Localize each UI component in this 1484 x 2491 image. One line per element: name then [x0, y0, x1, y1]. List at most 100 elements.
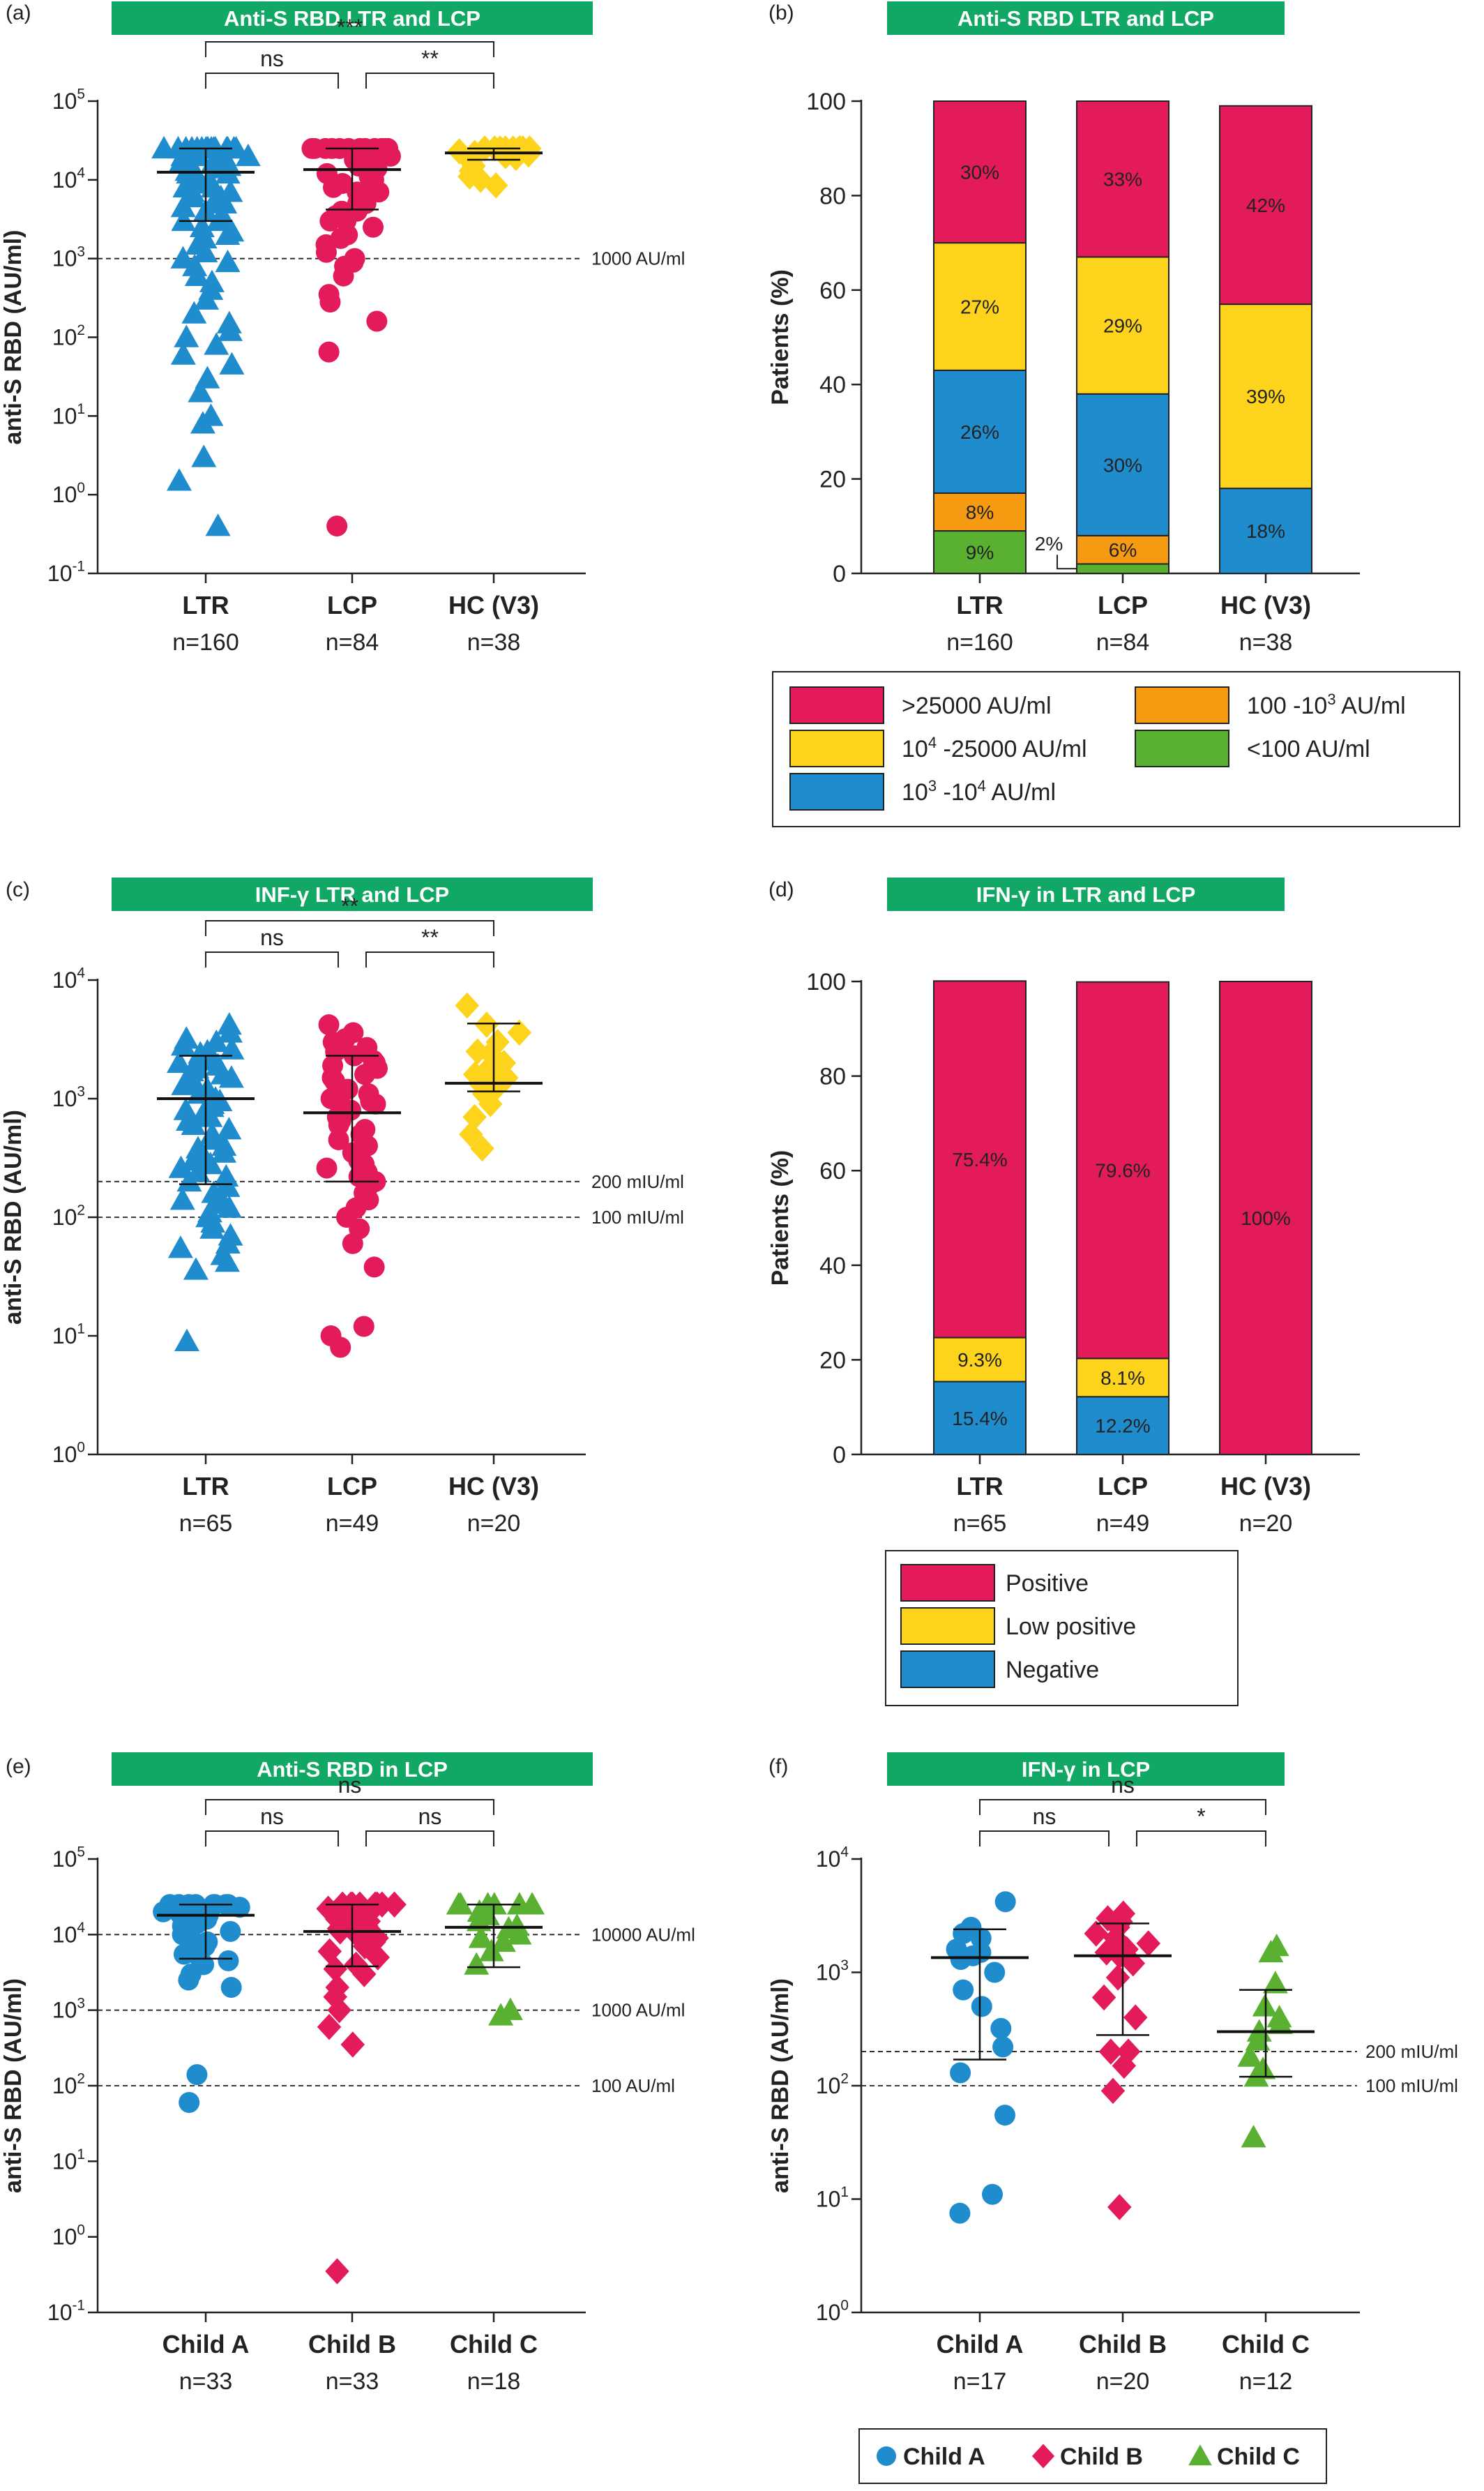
data-point: [213, 1164, 239, 1187]
bar-panel-3: (d) IFN-γ in LTR and LCP 0 20 40 60 80 100 Patie…: [767, 878, 1360, 1706]
legend-swatch: [900, 1650, 995, 1688]
y-tick-label: 10-1: [47, 559, 85, 586]
bar-segment: [933, 100, 1027, 244]
data-point: [211, 1140, 237, 1163]
y-tick-label-exp: 2: [840, 2071, 849, 2087]
series-points-ltr: [151, 135, 261, 536]
x-tick-label: Child A: [937, 2330, 1024, 2358]
data-point: [315, 241, 337, 263]
y-tick-label: 0: [833, 1442, 846, 1468]
significance-label: ns: [1111, 1773, 1135, 1798]
data-point: [507, 1019, 532, 1046]
data-point: [1091, 1984, 1116, 2011]
data-point: [204, 332, 229, 355]
legend-label: 100 -103 AU/ml: [1247, 691, 1406, 719]
reference-line-label: 200 mIU/ml: [591, 1171, 684, 1192]
x-tick-count: n=38: [467, 629, 521, 656]
legend-label: Child C: [1217, 2444, 1300, 2470]
legend-swatch: [789, 773, 884, 811]
bar-segment: [933, 242, 1027, 371]
legend-label-part: 10: [902, 736, 928, 762]
x-tick-label: Child B: [1079, 2330, 1167, 2358]
data-point: [220, 1920, 241, 1942]
data-point: [1245, 2028, 1271, 2051]
x-tick-count: n=18: [467, 2368, 521, 2395]
data-point: [984, 1962, 1006, 1983]
y-axis-label: Patients (%): [767, 1150, 794, 1286]
data-point: [506, 1922, 532, 1945]
y-tick-label-base: 10: [816, 1846, 841, 1872]
series-points-lcp: [301, 137, 401, 537]
data-point: [352, 1961, 377, 1987]
significance-label: **: [341, 894, 358, 919]
data-point: [1237, 2044, 1263, 2067]
x-tick-count: n=160: [946, 629, 1013, 656]
bar-segment-label: 6%: [1109, 539, 1137, 561]
panel-label: (c): [6, 878, 30, 901]
scatter-panel-2: (c) INF-γ LTR and LCP100101102103104anti-…: [0, 878, 684, 1537]
x-tick-count: n=49: [1096, 1510, 1150, 1537]
data-point: [1100, 2077, 1126, 2105]
panel-title-bar: [887, 1752, 1285, 1786]
y-axis-label: anti-S RBD (AU/ml): [767, 1978, 794, 2193]
y-tick-label: 80: [819, 183, 846, 209]
data-point: [170, 246, 196, 269]
y-tick-label-exp: 3: [840, 1957, 849, 1973]
data-point: [318, 1014, 340, 1036]
data-point: [1084, 1920, 1109, 1947]
panel-title-bar: [887, 1, 1285, 35]
significance-label: *: [1197, 1804, 1205, 1829]
y-tick-label: 104: [816, 1844, 849, 1872]
bar-segment: [1076, 563, 1169, 575]
data-point: [176, 1168, 202, 1192]
significance-bracket: [365, 951, 494, 968]
x-tick-count: n=20: [467, 1510, 521, 1537]
bar-segment-label: 79.6%: [1095, 1160, 1150, 1182]
data-point: [459, 1121, 483, 1147]
significance-label: ns: [1033, 1804, 1057, 1829]
y-tick-label-base: 10: [52, 403, 77, 428]
y-tick-label-exp: 3: [77, 1995, 85, 2011]
legend-label-part: <100 AU/ml: [1247, 736, 1370, 762]
y-tick-label: 40: [819, 1253, 846, 1279]
legend-label: Positive: [1006, 1570, 1089, 1597]
data-point: [323, 1955, 348, 1982]
y-tick-label: 103: [52, 1084, 85, 1111]
data-point: [181, 301, 207, 324]
bar-segment: [1076, 1396, 1169, 1456]
legend-label-sup: 4: [978, 777, 986, 795]
y-tick-label-base: 10: [816, 1960, 841, 1985]
x-tick-label: Child B: [308, 2330, 396, 2358]
data-point: [318, 341, 340, 363]
x-tick-count: n=160: [172, 629, 239, 656]
data-point: [170, 194, 196, 218]
y-tick-label-base: 10: [52, 968, 77, 993]
data-point: [503, 144, 529, 172]
data-point: [363, 1256, 385, 1278]
data-point: [462, 1104, 487, 1131]
legend-label-part: 100 -10: [1247, 693, 1327, 719]
y-tick-label: 100: [806, 969, 846, 995]
reference-line-label: 1000 AU/ml: [591, 248, 685, 269]
data-point: [340, 2031, 365, 2058]
significance-bracket: [205, 1830, 339, 1846]
data-point: [173, 1097, 199, 1120]
panel-title: IFN-γ in LTR and LCP: [976, 882, 1196, 907]
y-tick-label: 105: [52, 1844, 85, 1872]
data-point: [218, 1065, 244, 1088]
legend-label: Child B: [1060, 2444, 1143, 2470]
x-tick-label: LCP: [1098, 591, 1148, 619]
x-tick-label: LTR: [182, 1472, 229, 1500]
bar-segment: [1076, 100, 1169, 258]
data-point: [192, 239, 218, 262]
data-point: [994, 1891, 1016, 1913]
data-point: [167, 1235, 193, 1258]
y-tick-label-exp: 4: [77, 1920, 85, 1936]
y-tick-label-exp: -1: [73, 2298, 86, 2314]
data-point: [235, 143, 261, 167]
y-tick-label-base: 10: [52, 1205, 77, 1230]
data-point: [325, 2258, 349, 2285]
bar-segment-label: 8.1%: [1100, 1367, 1145, 1389]
data-point: [179, 2092, 200, 2114]
y-tick-label-base: 10: [47, 561, 73, 586]
